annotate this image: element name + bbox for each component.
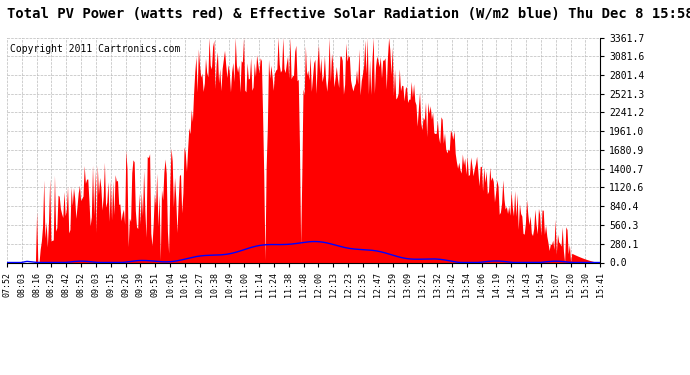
Text: Copyright 2011 Cartronics.com: Copyright 2011 Cartronics.com [10, 44, 180, 54]
Text: Total PV Power (watts red) & Effective Solar Radiation (W/m2 blue) Thu Dec 8 15:: Total PV Power (watts red) & Effective S… [7, 8, 690, 21]
